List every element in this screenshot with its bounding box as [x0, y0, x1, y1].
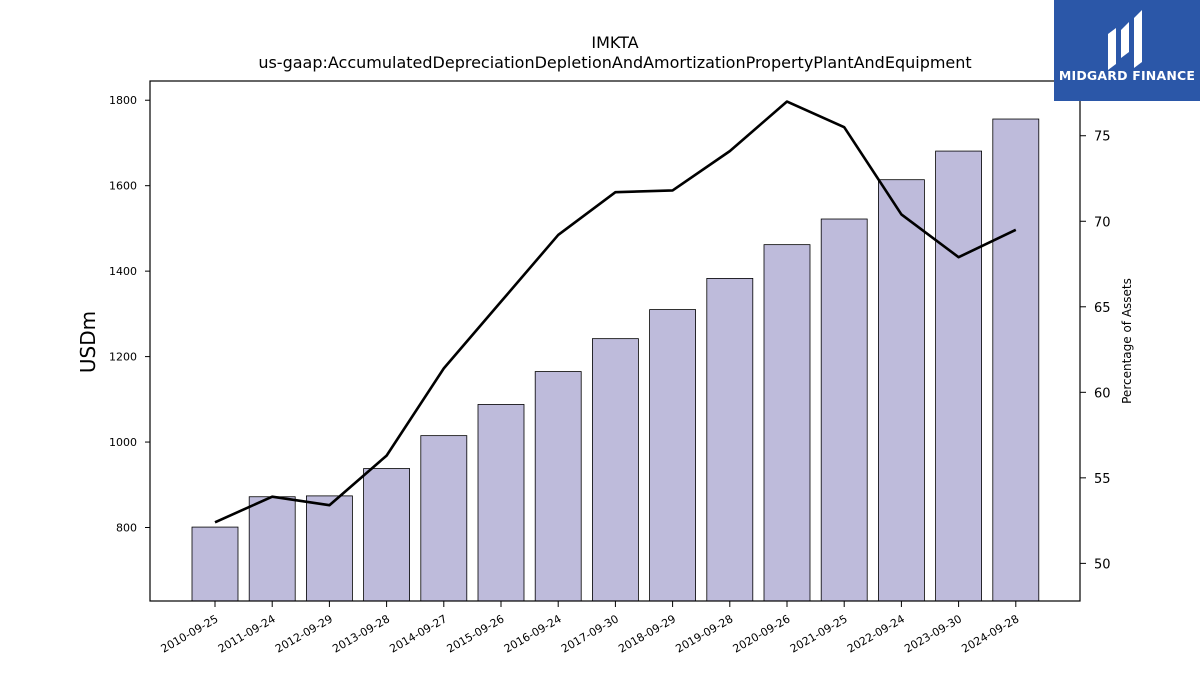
y2-axis-label: Percentage of Assets	[1120, 278, 1134, 404]
y-tick-label: 1800	[109, 94, 137, 107]
y-tick-label: 1200	[109, 351, 137, 364]
y-tick-label: 1000	[109, 436, 137, 449]
bar	[935, 150, 982, 602]
brand-logo: MIDGARD FINANCE	[1054, 0, 1200, 101]
x-tick-label: 2015-09-26	[445, 612, 507, 655]
logo-mark-icon	[1108, 10, 1142, 70]
bar	[649, 309, 696, 602]
bar	[763, 244, 811, 602]
bars-layer	[191, 118, 1040, 602]
y2-tick-label: 70	[1094, 215, 1111, 230]
bar	[420, 435, 468, 602]
y-tick-label: 1600	[109, 180, 137, 193]
y2-tick-label: 50	[1094, 557, 1111, 572]
x-tick-label: 2014-09-27	[387, 612, 449, 655]
x-tick-label: 2023-09-30	[902, 612, 964, 655]
chart-title: IMKTA	[591, 33, 638, 52]
y-tick-label: 1400	[109, 265, 137, 278]
bar	[706, 278, 754, 602]
y2-tick-label: 55	[1094, 472, 1111, 487]
y-tick-label: 800	[116, 522, 137, 535]
x-tick-label: 2019-09-28	[673, 612, 735, 655]
y2-tick-label: 65	[1094, 301, 1111, 316]
bar	[820, 218, 868, 602]
x-tick-label: 2020-09-26	[731, 612, 793, 655]
x-tick-label: 2010-09-25	[159, 612, 221, 655]
y-axis-label: USDm	[76, 311, 100, 373]
chart-subtitle: us-gaap:AccumulatedDepreciationDepletion…	[258, 53, 971, 72]
x-tick-label: 2018-09-29	[616, 612, 678, 655]
bar	[363, 468, 411, 602]
x-tick-label: 2016-09-24	[502, 612, 564, 655]
y2-tick-label: 75	[1094, 130, 1111, 145]
x-tick-label: 2024-09-28	[959, 612, 1021, 655]
x-tick-label: 2017-09-30	[559, 612, 621, 655]
bar	[534, 371, 582, 602]
bar	[305, 495, 353, 602]
x-tick-label: 2011-09-24	[216, 612, 278, 655]
line-layer	[214, 100, 1017, 524]
bar	[878, 179, 925, 602]
x-tick-label: 2012-09-29	[273, 612, 335, 655]
bar	[592, 338, 639, 602]
bar	[992, 118, 1040, 602]
brand-name: MIDGARD FINANCE	[1058, 68, 1196, 83]
percentage-line	[214, 100, 1017, 524]
x-tick-label: 2022-09-24	[845, 612, 907, 655]
bar	[477, 404, 525, 602]
bar	[248, 496, 296, 602]
x-tick-label: 2013-09-28	[330, 612, 392, 655]
y2-tick-label: 60	[1094, 386, 1111, 401]
bar	[191, 526, 239, 602]
x-tick-label: 2021-09-25	[788, 612, 850, 655]
